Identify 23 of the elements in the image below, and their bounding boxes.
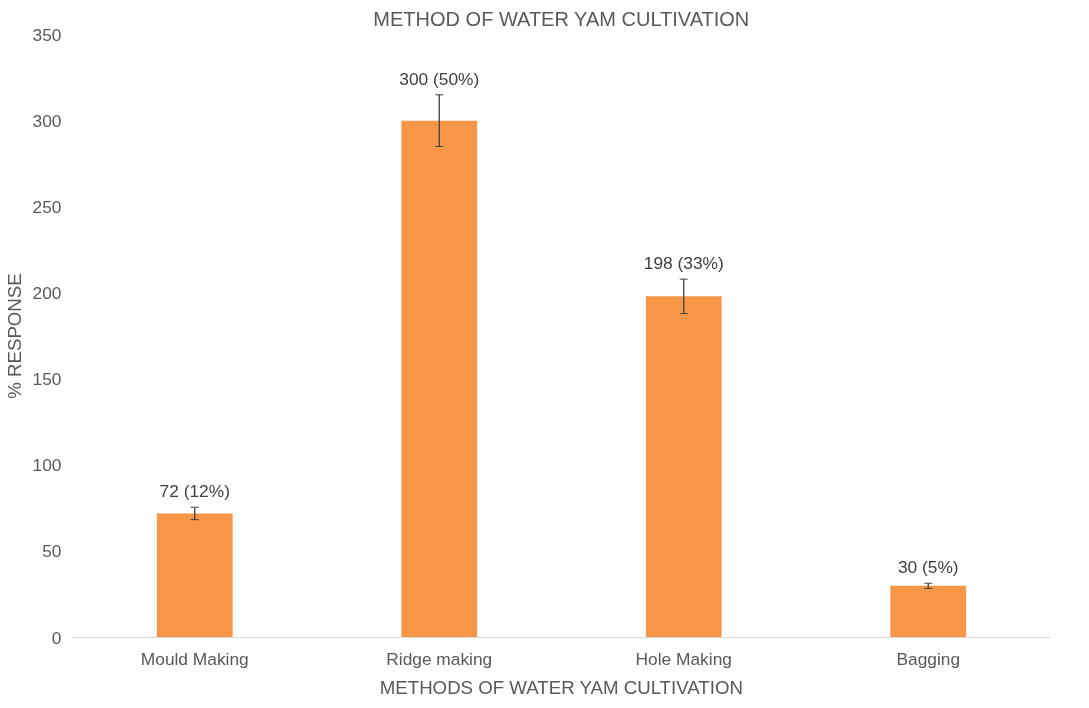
y-tick-label: 300	[32, 110, 62, 131]
y-axis-title: % RESPONSE	[3, 273, 25, 399]
x-tick-label: Bagging	[896, 648, 961, 669]
y-tick-label: 350	[32, 24, 62, 45]
bar	[645, 296, 722, 638]
bar	[890, 585, 967, 638]
chart-title: METHOD OF WATER YAM CULTIVATION	[373, 7, 750, 30]
y-tick-label: 50	[42, 541, 62, 562]
y-tick-label: 200	[32, 282, 62, 303]
bar	[401, 120, 478, 638]
y-tick-label: 0	[51, 627, 62, 648]
y-tick-label: 100	[32, 455, 62, 476]
y-tick-label: 250	[32, 196, 62, 217]
bar	[156, 513, 233, 638]
x-tick-label: Ridge making	[386, 648, 493, 669]
x-tick-label: Hole Making	[635, 648, 732, 669]
data-label: 72 (12%)	[159, 481, 230, 502]
x-axis-title: METHODS OF WATER YAM CULTIVATION	[379, 676, 743, 698]
data-label: 300 (50%)	[399, 68, 480, 89]
x-tick-label: Mould Making	[140, 648, 249, 669]
y-tick-label: 150	[32, 369, 62, 390]
data-label: 30 (5%)	[897, 557, 959, 578]
data-label: 198 (33%)	[643, 253, 724, 274]
